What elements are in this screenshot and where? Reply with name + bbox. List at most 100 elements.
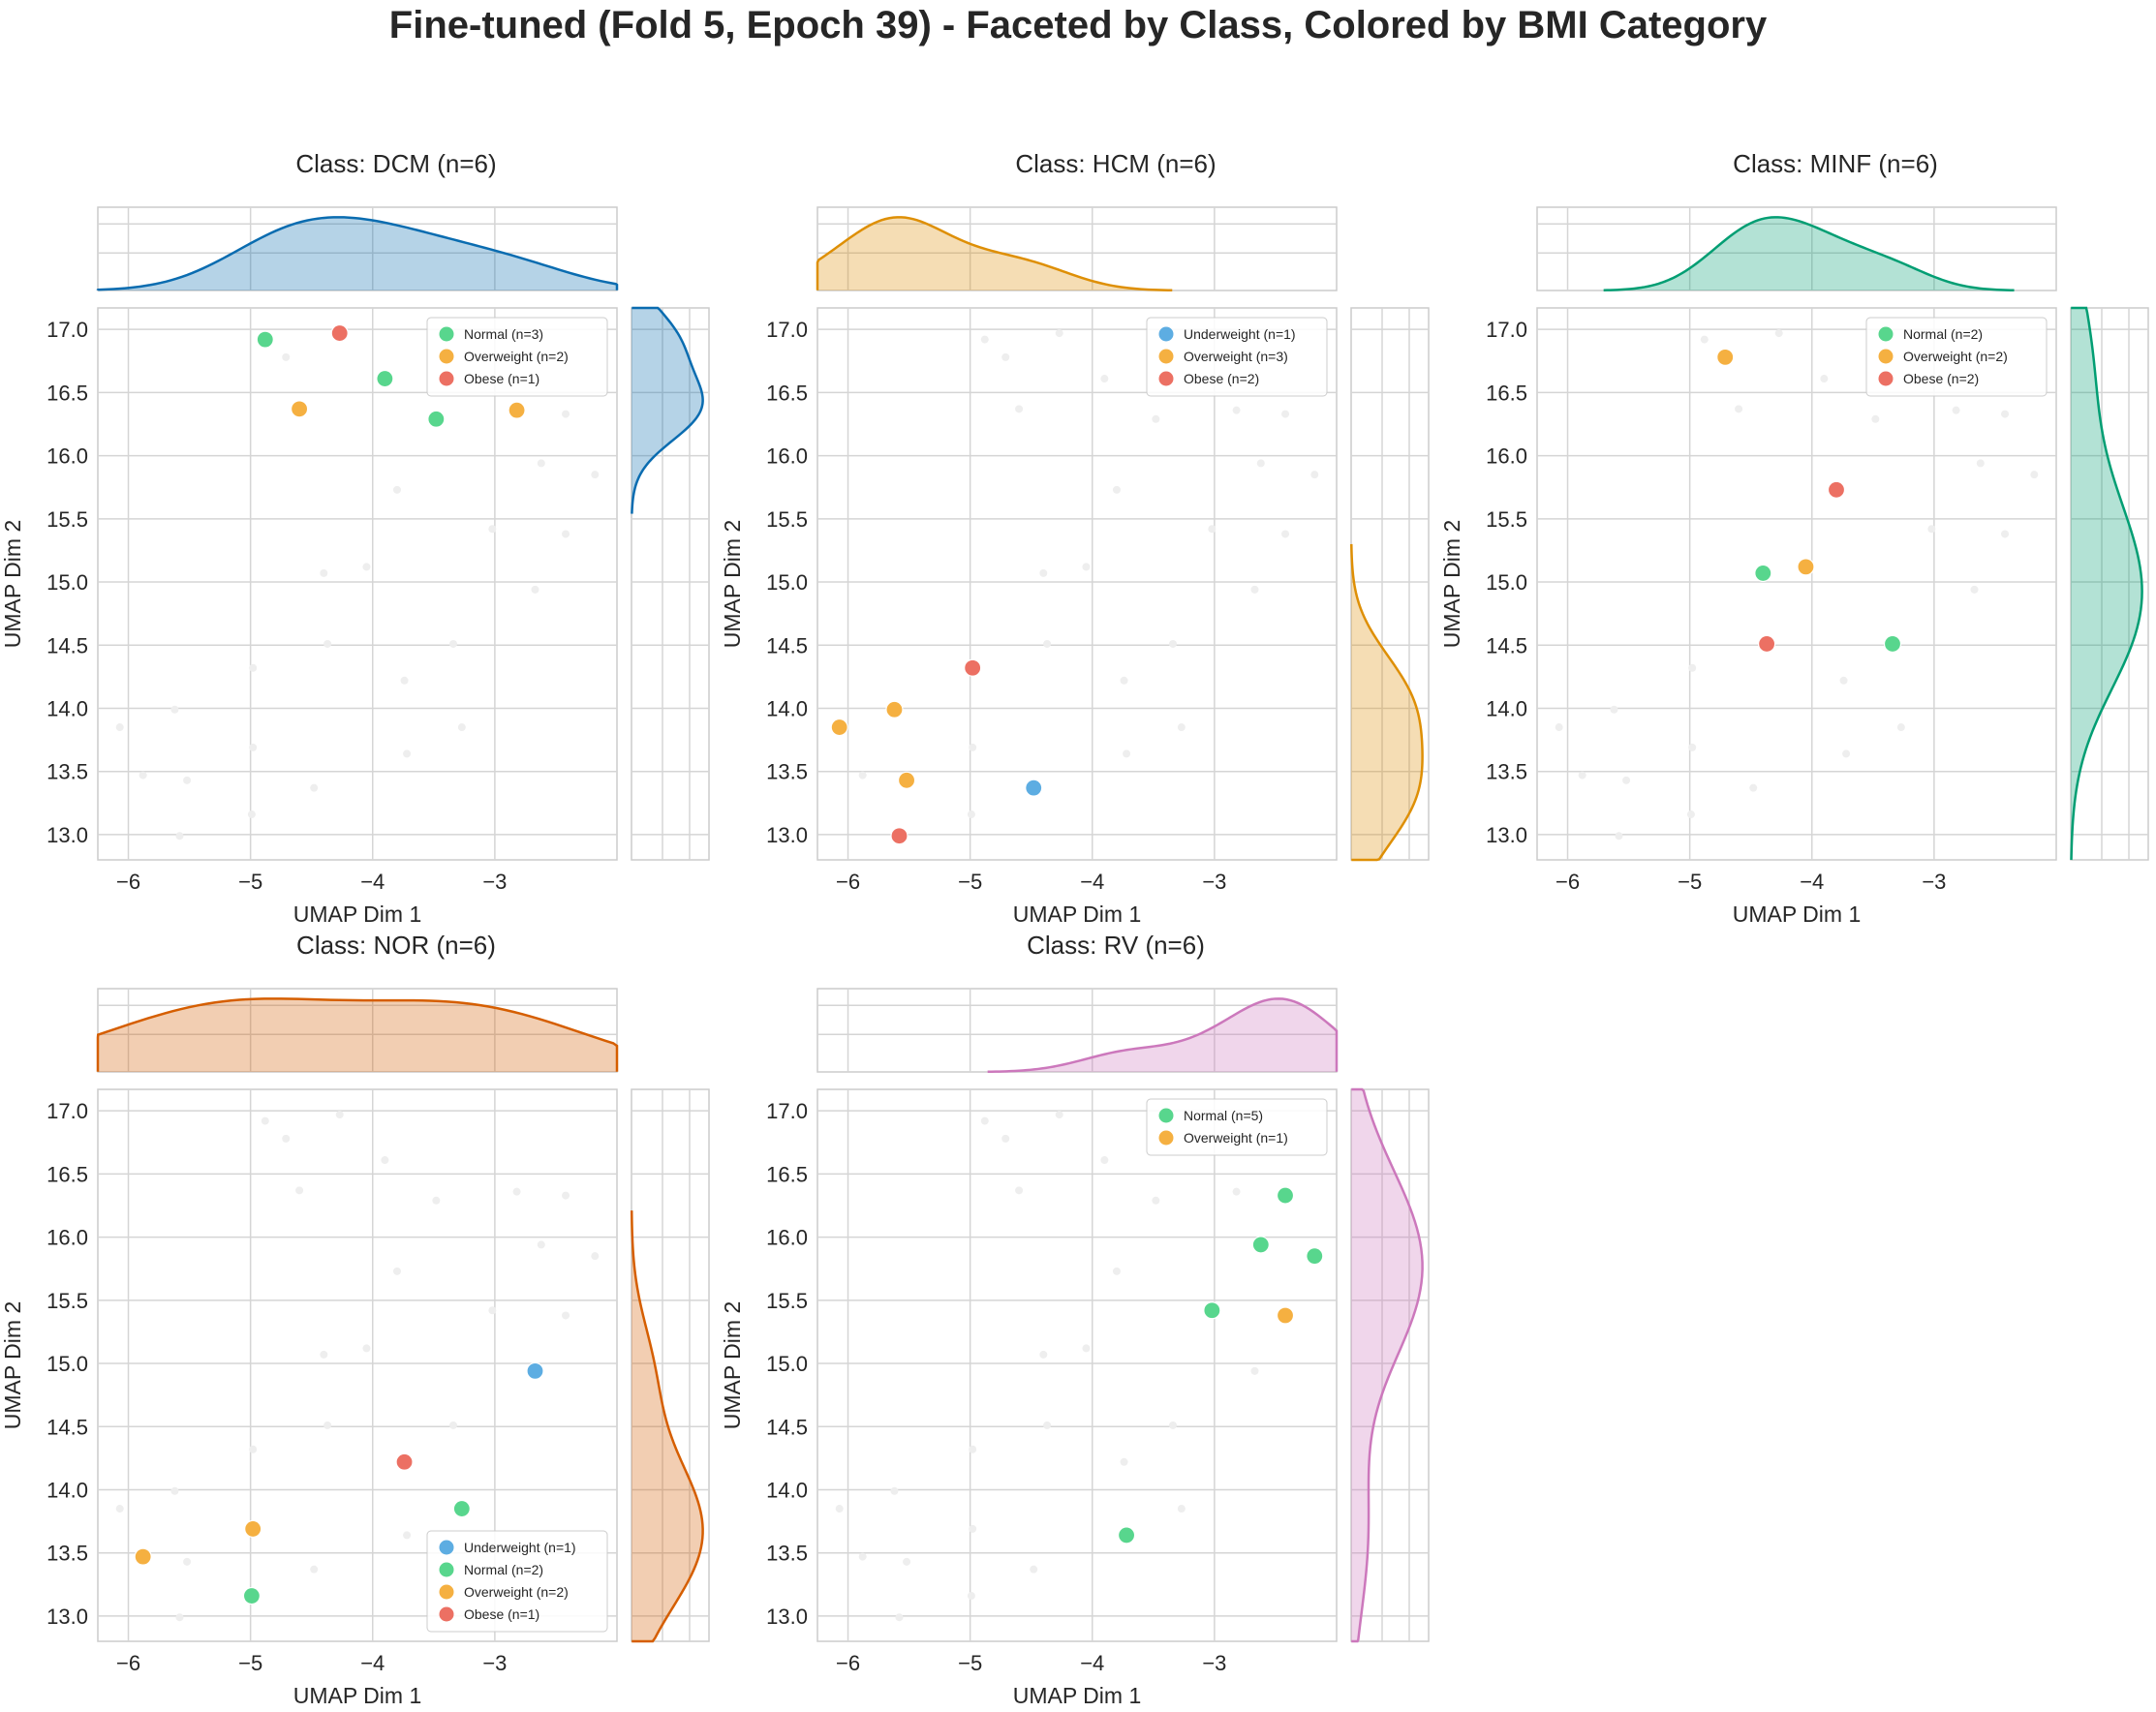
background-point: [1039, 568, 1048, 577]
background-point: [1686, 810, 1695, 819]
x-tick-label: −3: [1202, 870, 1226, 894]
legend-marker: [1158, 1130, 1174, 1146]
background-point: [175, 832, 184, 841]
background-point: [1112, 485, 1121, 494]
y-tick-label: 13.5: [46, 1542, 88, 1566]
background-point: [1100, 375, 1109, 383]
background-point: [967, 1592, 975, 1601]
background-point: [1310, 471, 1319, 479]
background-point: [247, 810, 256, 819]
background-point: [1055, 329, 1063, 338]
background-point: [1177, 1505, 1186, 1513]
legend-label: Obese (n=1): [464, 371, 539, 386]
right-kde-line: [2070, 306, 2143, 861]
background-point: [903, 1557, 911, 1566]
background-point: [1015, 1186, 1024, 1195]
legend-label: Overweight (n=2): [1903, 349, 2008, 364]
y-tick-label: 16.0: [46, 1226, 88, 1250]
panel-title: Class: HCM (n=6): [1015, 149, 1216, 178]
y-tick-label: 16.5: [46, 1162, 88, 1186]
right-kde-fill: [1351, 543, 1423, 860]
point-normal: [1251, 1236, 1270, 1254]
y-tick-label: 14.5: [46, 1415, 88, 1439]
x-tick-label: −4: [1800, 870, 1824, 894]
point-overweight: [885, 700, 904, 718]
y-tick-label: 13.0: [46, 1605, 88, 1629]
background-point: [1169, 1421, 1178, 1429]
y-axis-label: UMAP Dim 2: [0, 1301, 25, 1430]
point-normal: [1883, 634, 1902, 654]
y-tick-label: 14.0: [766, 1478, 808, 1502]
background-point: [2001, 530, 2010, 538]
point-underweight: [526, 1361, 544, 1380]
point-overweight: [508, 401, 526, 419]
background-point: [323, 639, 332, 648]
y-tick-label: 17.0: [766, 1099, 808, 1123]
background-point: [183, 776, 192, 784]
y-tick-label: 17.0: [46, 318, 88, 342]
point-obese: [395, 1452, 414, 1471]
legend-label: Obese (n=2): [1184, 371, 1259, 386]
y-tick-label: 13.5: [766, 1542, 808, 1566]
right-marginal: [630, 1088, 710, 1643]
point-normal: [427, 410, 446, 428]
legend: Normal (n=3) Overweight (n=2) Obese (n=1): [426, 317, 608, 397]
point-obese: [1827, 480, 1846, 499]
background-point: [1055, 1111, 1063, 1119]
point-normal: [242, 1586, 262, 1605]
x-axis-label: UMAP Dim 1: [1013, 1683, 1142, 1708]
background-point: [170, 705, 179, 714]
background-point: [1578, 771, 1586, 780]
point-obese: [1758, 634, 1776, 654]
background-point: [1082, 563, 1091, 571]
x-tick-label: −4: [1080, 1651, 1104, 1675]
y-tick-label: 13.0: [1486, 823, 1527, 847]
background-point: [335, 1111, 344, 1119]
background-point: [969, 1524, 977, 1533]
legend-marker: [1878, 326, 1894, 342]
right-kde-fill: [2071, 308, 2142, 860]
background-point: [183, 1557, 192, 1566]
background-point: [1700, 335, 1709, 344]
background-point: [512, 1187, 521, 1196]
background-point: [115, 723, 124, 732]
legend-label: Overweight (n=3): [1184, 349, 1288, 364]
background-point: [835, 1505, 844, 1513]
background-point: [895, 1613, 904, 1622]
y-tick-label: 13.5: [1486, 760, 1527, 784]
panel-1: Class: HCM (n=6) −6 −5 −4 −3 13.0 13.5 14.0 14.5…: [720, 149, 1430, 927]
y-tick-label: 15.0: [1486, 570, 1527, 595]
background-point: [1039, 1350, 1048, 1359]
background-point: [562, 410, 570, 418]
legend: Normal (n=5) Overweight (n=1): [1146, 1098, 1328, 1156]
figure-title: Fine-tuned (Fold 5, Epoch 39) - Faceted …: [388, 4, 1768, 46]
legend-label: Obese (n=2): [1903, 371, 1979, 386]
y-axis-label: UMAP Dim 2: [1439, 520, 1464, 649]
background-point: [980, 335, 989, 344]
point-obese: [890, 827, 909, 845]
background-point: [1281, 530, 1290, 538]
legend-marker: [439, 1540, 454, 1555]
background-point: [449, 1421, 458, 1429]
background-point: [1043, 639, 1052, 648]
x-tick-label: −6: [836, 1651, 860, 1675]
background-point: [1688, 743, 1697, 751]
background-point: [403, 749, 412, 758]
legend-box: [1865, 317, 2048, 397]
background-point: [1082, 1344, 1091, 1353]
background-point: [980, 1116, 989, 1125]
x-tick-label: −4: [1080, 870, 1104, 894]
point-underweight: [1025, 779, 1043, 797]
background-point: [858, 771, 867, 780]
x-tick-label: −6: [116, 870, 140, 894]
right-kde-line: [630, 1210, 704, 1643]
background-point: [115, 1505, 124, 1513]
top-marginal: [816, 206, 1338, 292]
point-normal: [452, 1499, 471, 1518]
background-point: [449, 639, 458, 648]
top-marginal-frame: [816, 988, 1338, 1073]
point-normal: [1203, 1301, 1221, 1320]
background-point: [562, 1191, 570, 1200]
legend-marker: [1878, 371, 1894, 386]
background-point: [362, 563, 371, 571]
